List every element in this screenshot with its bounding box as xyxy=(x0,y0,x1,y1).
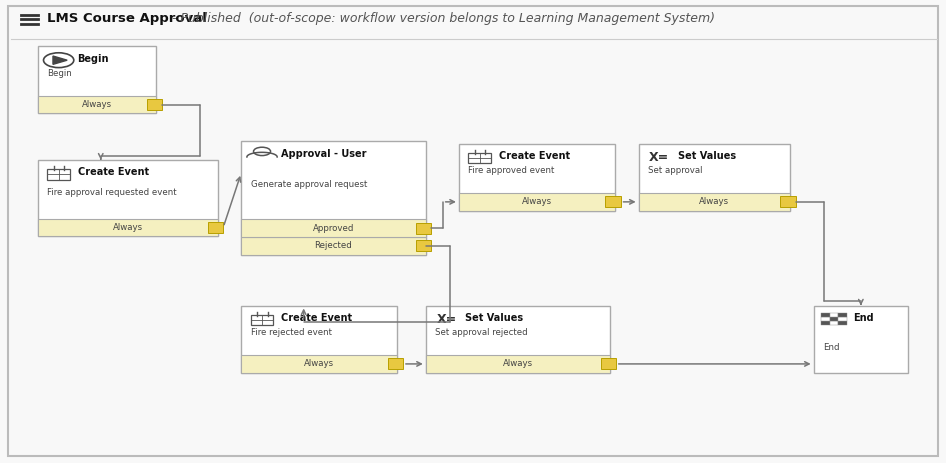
FancyBboxPatch shape xyxy=(821,317,830,321)
FancyBboxPatch shape xyxy=(416,223,431,234)
Text: LMS Course Approval: LMS Course Approval xyxy=(47,12,207,25)
Polygon shape xyxy=(53,56,67,64)
FancyBboxPatch shape xyxy=(601,358,616,369)
Text: Set approval rejected: Set approval rejected xyxy=(435,328,528,338)
FancyBboxPatch shape xyxy=(38,219,218,236)
Text: Set approval: Set approval xyxy=(648,166,703,175)
FancyBboxPatch shape xyxy=(838,317,847,321)
FancyBboxPatch shape xyxy=(838,321,847,325)
Text: Always: Always xyxy=(699,197,729,206)
FancyBboxPatch shape xyxy=(468,153,491,163)
FancyBboxPatch shape xyxy=(605,196,621,207)
Text: Fire approval requested event: Fire approval requested event xyxy=(47,188,177,197)
FancyBboxPatch shape xyxy=(426,306,610,373)
FancyBboxPatch shape xyxy=(459,144,615,211)
Text: - Published  (out-of-scope: workflow version belongs to Learning Management Syst: - Published (out-of-scope: workflow vers… xyxy=(167,12,715,25)
FancyBboxPatch shape xyxy=(208,222,223,233)
Text: End: End xyxy=(823,343,839,352)
FancyBboxPatch shape xyxy=(814,306,908,373)
Text: Create Event: Create Event xyxy=(281,313,352,323)
FancyBboxPatch shape xyxy=(38,160,218,236)
Text: Fire rejected event: Fire rejected event xyxy=(251,328,332,338)
FancyBboxPatch shape xyxy=(251,315,273,325)
Text: Always: Always xyxy=(305,359,334,369)
Text: Always: Always xyxy=(82,100,112,109)
FancyBboxPatch shape xyxy=(821,313,830,317)
FancyBboxPatch shape xyxy=(147,99,162,110)
FancyBboxPatch shape xyxy=(241,355,397,373)
FancyBboxPatch shape xyxy=(780,196,796,207)
Text: Set Values: Set Values xyxy=(465,313,523,323)
Text: Generate approval request: Generate approval request xyxy=(251,180,367,189)
FancyBboxPatch shape xyxy=(241,237,426,255)
Text: Create Event: Create Event xyxy=(78,167,149,177)
FancyBboxPatch shape xyxy=(639,193,790,211)
FancyBboxPatch shape xyxy=(830,313,838,317)
Text: Always: Always xyxy=(522,197,552,206)
FancyBboxPatch shape xyxy=(38,46,156,113)
FancyBboxPatch shape xyxy=(830,321,838,325)
FancyBboxPatch shape xyxy=(639,144,790,211)
Text: X=: X= xyxy=(649,151,670,164)
FancyBboxPatch shape xyxy=(241,141,426,255)
Text: Always: Always xyxy=(503,359,533,369)
FancyBboxPatch shape xyxy=(459,193,615,211)
FancyBboxPatch shape xyxy=(47,169,70,180)
Text: Begin: Begin xyxy=(47,69,72,78)
FancyBboxPatch shape xyxy=(821,321,830,325)
FancyBboxPatch shape xyxy=(241,219,426,237)
Text: X=: X= xyxy=(436,313,457,326)
Text: Begin: Begin xyxy=(78,54,109,64)
Text: Approval - User: Approval - User xyxy=(281,149,366,159)
Text: Fire approved event: Fire approved event xyxy=(468,166,554,175)
Text: Rejected: Rejected xyxy=(315,241,352,250)
FancyBboxPatch shape xyxy=(838,313,847,317)
FancyBboxPatch shape xyxy=(388,358,403,369)
Text: End: End xyxy=(853,313,874,323)
Text: Approved: Approved xyxy=(313,224,354,233)
Text: Always: Always xyxy=(113,223,143,232)
FancyBboxPatch shape xyxy=(416,240,431,251)
Text: Create Event: Create Event xyxy=(499,151,569,161)
Text: Set Values: Set Values xyxy=(678,151,736,161)
FancyBboxPatch shape xyxy=(830,317,838,321)
FancyBboxPatch shape xyxy=(241,306,397,373)
FancyBboxPatch shape xyxy=(38,96,156,113)
FancyBboxPatch shape xyxy=(426,355,610,373)
